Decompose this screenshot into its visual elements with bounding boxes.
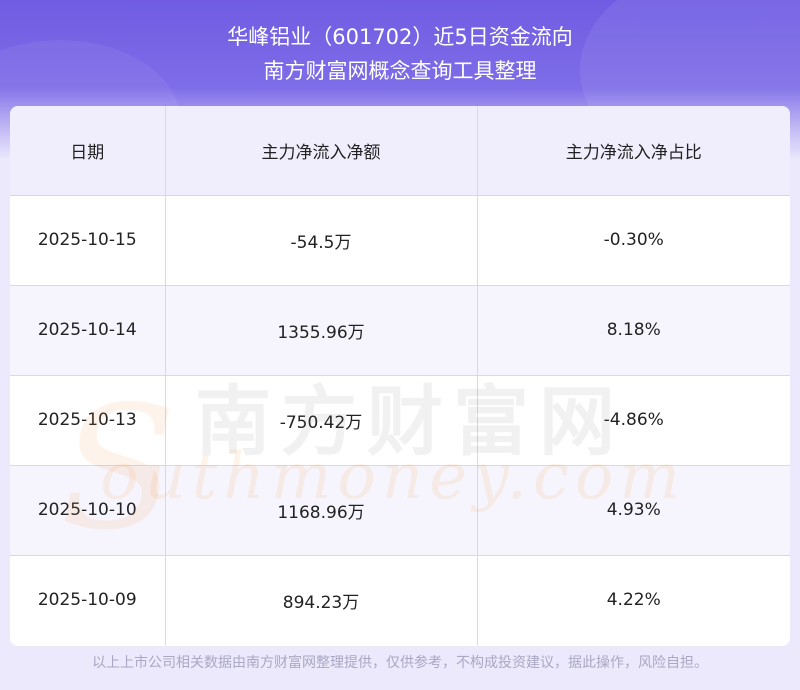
cell-net-ratio: 8.18% (477, 285, 790, 376)
cell-net-ratio: -4.86% (477, 375, 790, 466)
cell-net-ratio: 4.93% (477, 465, 790, 556)
table-row: 2025-10-13 -750.42万 -4.86% (10, 375, 790, 466)
cell-net-inflow: 894.23万 (165, 555, 478, 645)
fund-flow-table: 日期 主力净流入净额 主力净流入净占比 2025-10-15 -54.5万 -0… (10, 106, 790, 645)
cell-date: 2025-10-14 (10, 285, 166, 376)
table-row: 2025-10-15 -54.5万 -0.30% (10, 195, 790, 286)
cell-date: 2025-10-10 (10, 465, 166, 556)
cell-date: 2025-10-15 (10, 195, 166, 286)
table-row: 2025-10-14 1355.96万 8.18% (10, 285, 790, 376)
page-title: 华峰铝业（601702）近5日资金流向 (227, 25, 573, 49)
disclaimer-footer: 以上上市公司相关数据由南方财富网整理提供，仅供参考，不构成投资建议，据此操作，风… (92, 655, 708, 671)
cell-date: 2025-10-13 (10, 375, 166, 466)
column-header-date: 日期 (10, 106, 166, 196)
page-subtitle: 南方财富网概念查询工具整理 (263, 59, 537, 83)
table-row: 2025-10-09 894.23万 4.22% (10, 555, 790, 645)
header-banner: 华峰铝业（601702）近5日资金流向 南方财富网概念查询工具整理 (0, 0, 800, 160)
data-table-card: 日期 主力净流入净额 主力净流入净占比 2025-10-15 -54.5万 -0… (10, 106, 790, 646)
cell-net-inflow: 1168.96万 (165, 465, 478, 556)
cell-net-ratio: -0.30% (477, 195, 790, 286)
cell-net-inflow: 1355.96万 (165, 285, 478, 376)
cell-net-inflow: -750.42万 (165, 375, 478, 466)
cell-date: 2025-10-09 (10, 555, 166, 645)
column-header-net-inflow: 主力净流入净额 (165, 106, 478, 196)
table-row: 2025-10-10 1168.96万 4.93% (10, 465, 790, 556)
cell-net-ratio: 4.22% (606, 590, 661, 611)
cell-net-inflow: -54.5万 (165, 195, 478, 286)
table-header-row: 日期 主力净流入净额 主力净流入净占比 (10, 106, 790, 196)
column-header-net-ratio: 主力净流入净占比 (477, 106, 790, 196)
